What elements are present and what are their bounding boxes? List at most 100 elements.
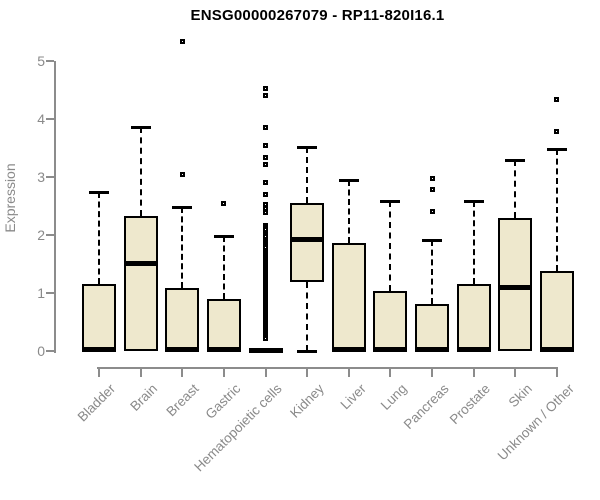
outlier-point xyxy=(554,97,560,103)
outlier-point xyxy=(263,85,269,91)
upper-whisker xyxy=(472,200,475,284)
y-axis-label: Expression xyxy=(2,163,18,233)
y-tick-label: 5 xyxy=(37,53,45,69)
category-label: Liver xyxy=(337,381,369,413)
outlier-point xyxy=(263,93,269,99)
upper-whisker xyxy=(514,160,517,219)
boxplot-box xyxy=(498,218,533,351)
outlier-point xyxy=(263,154,269,160)
category-label: Skin xyxy=(505,381,535,411)
x-tick xyxy=(98,369,100,377)
upper-whisker-cap xyxy=(297,145,318,149)
outlier-point xyxy=(263,162,269,168)
outlier-point xyxy=(263,335,269,341)
upper-whisker-cap xyxy=(172,206,193,210)
median-line xyxy=(415,347,450,353)
y-tick xyxy=(46,118,54,120)
category-label: Unknown / Other xyxy=(494,381,577,464)
x-tick xyxy=(555,369,558,377)
upper-whisker xyxy=(98,192,100,285)
upper-whisker-cap xyxy=(463,199,484,203)
median-line xyxy=(165,347,200,353)
median-line xyxy=(206,347,241,353)
category-label: Breast xyxy=(163,381,202,420)
outlier-point xyxy=(221,200,227,206)
upper-whisker xyxy=(389,200,392,292)
x-tick xyxy=(472,369,475,377)
boxplot-box xyxy=(415,304,450,351)
boxplot-box xyxy=(165,287,200,351)
x-tick xyxy=(431,369,434,377)
y-tick-label: 3 xyxy=(37,169,45,185)
median-line xyxy=(456,347,491,353)
boxplot-box xyxy=(331,243,366,351)
outlier-point xyxy=(179,171,185,177)
median-line xyxy=(290,237,325,243)
y-tick xyxy=(46,292,54,294)
y-tick xyxy=(46,60,54,62)
x-tick xyxy=(139,369,142,377)
outlier-point xyxy=(263,244,269,250)
x-tick xyxy=(306,369,309,377)
y-tick-label: 4 xyxy=(37,111,45,127)
outlier-point xyxy=(263,206,269,212)
upper-whisker-cap xyxy=(130,126,151,130)
median-line xyxy=(498,285,533,291)
upper-whisker-cap xyxy=(338,178,359,182)
chart-title: ENSG00000267079 - RP11-820I16.1 xyxy=(190,7,445,24)
outlier-point xyxy=(263,210,269,216)
outlier-point xyxy=(179,39,185,45)
boxplot-box xyxy=(373,291,408,351)
x-tick xyxy=(264,369,267,377)
boxplot-box xyxy=(123,216,158,351)
y-tick-label: 2 xyxy=(37,227,45,243)
median-line xyxy=(373,347,408,353)
median-line xyxy=(123,260,158,266)
y-tick xyxy=(46,350,54,352)
outlier-point xyxy=(429,175,435,181)
lower-whisker xyxy=(306,281,309,351)
upper-whisker-cap xyxy=(89,191,109,195)
y-axis xyxy=(54,61,56,353)
median-line xyxy=(331,347,366,353)
median-line xyxy=(82,347,116,353)
boxplot-box xyxy=(82,284,116,351)
outlier-point xyxy=(263,201,269,207)
upper-whisker xyxy=(555,149,558,271)
upper-whisker xyxy=(347,179,350,244)
x-tick xyxy=(389,369,392,377)
category-label: Brain xyxy=(127,381,161,414)
y-tick xyxy=(46,234,54,236)
outlier-point xyxy=(429,186,435,192)
x-axis xyxy=(97,367,558,369)
x-tick xyxy=(514,369,517,377)
outlier-point xyxy=(429,208,435,214)
x-tick xyxy=(181,369,184,377)
upper-whisker-cap xyxy=(422,239,443,243)
category-label: Pancreas xyxy=(400,381,452,432)
outlier-point xyxy=(263,124,269,130)
category-label: Lung xyxy=(378,381,411,413)
y-tick-label: 1 xyxy=(37,285,45,301)
boxplot-box xyxy=(456,283,491,351)
outlier-point xyxy=(263,180,269,186)
x-tick xyxy=(347,369,350,377)
boxplot-box xyxy=(290,203,325,282)
upper-whisker-cap xyxy=(213,235,234,239)
upper-whisker xyxy=(139,127,142,217)
lower-whisker-cap xyxy=(297,350,318,353)
y-tick xyxy=(46,176,54,178)
upper-whisker-cap xyxy=(546,148,567,152)
category-label: Kidney xyxy=(286,381,327,421)
median-line xyxy=(248,347,283,353)
outlier-point xyxy=(263,192,269,198)
boxplot-box xyxy=(539,270,574,351)
upper-whisker-cap xyxy=(380,199,401,203)
outlier-point xyxy=(263,142,269,148)
x-tick xyxy=(222,369,225,377)
upper-whisker-cap xyxy=(505,159,526,163)
upper-whisker xyxy=(306,146,309,204)
upper-whisker xyxy=(222,236,225,299)
y-tick-label: 0 xyxy=(37,343,45,359)
